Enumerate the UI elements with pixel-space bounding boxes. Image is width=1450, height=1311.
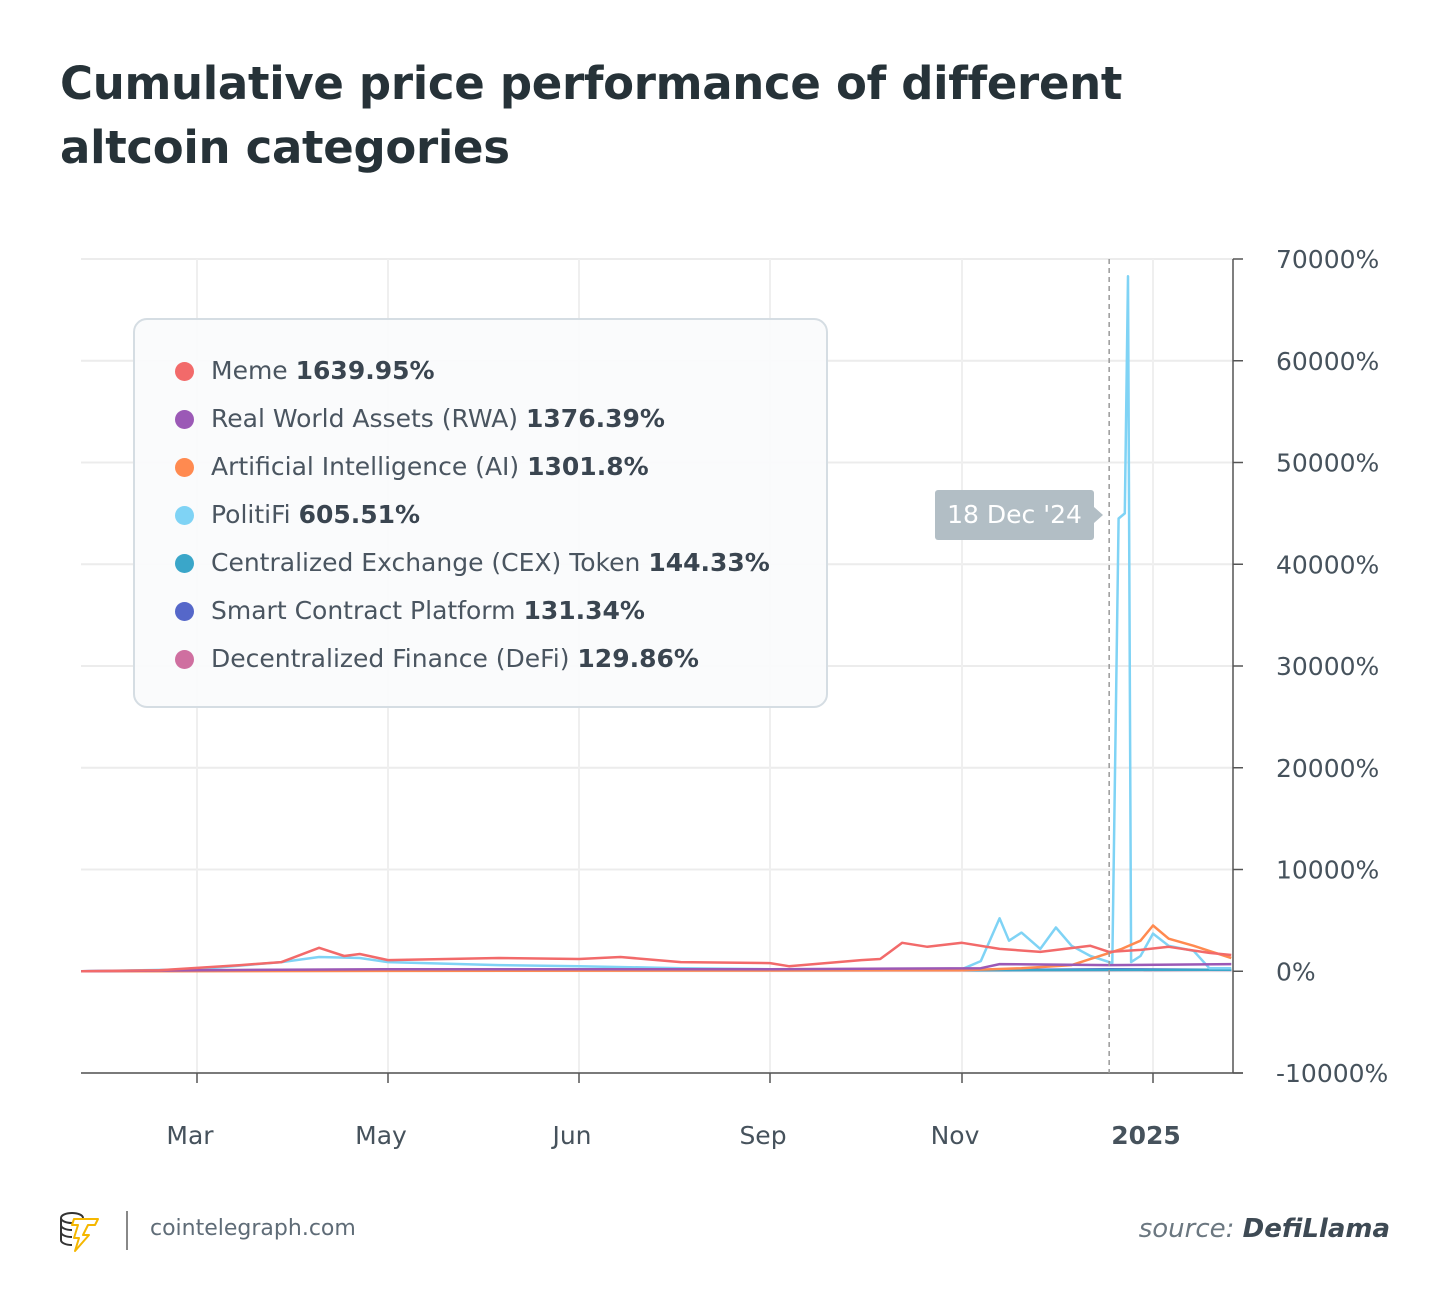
legend-label: Smart Contract Platform xyxy=(211,596,524,625)
legend-item[interactable]: Centralized Exchange (CEX) Token 144.33% xyxy=(175,548,770,577)
series-line-meme xyxy=(81,941,1232,973)
legend-value: 1301.8% xyxy=(527,452,649,481)
y-tick-label: 0% xyxy=(1276,957,1316,986)
legend-dot-icon xyxy=(175,650,194,669)
footer-site: cointelegraph.com xyxy=(150,1216,356,1241)
cointelegraph-logo xyxy=(60,1212,99,1252)
y-tick-label: 40000% xyxy=(1276,550,1379,579)
y-tick-label: 20000% xyxy=(1276,754,1379,783)
source-prefix: source: xyxy=(1138,1214,1235,1244)
x-tick-label: 2025 xyxy=(1111,1121,1181,1150)
series-line-artificial-intelligence-ai xyxy=(81,924,1232,973)
legend-dot-icon xyxy=(175,506,194,525)
legend-item[interactable]: Meme 1639.95% xyxy=(175,356,435,385)
legend-label: Meme xyxy=(211,356,296,385)
axes: 70000% 60000% 50000% 40000% 30000% 20000% 1000… xyxy=(81,245,1388,1150)
y-tick-label: 60000% xyxy=(1276,347,1379,376)
legend-item[interactable]: Artificial Intelligence (AI) 1301.8% xyxy=(175,452,649,481)
legend-value: 129.86% xyxy=(577,644,699,673)
y-tick-label: -10000% xyxy=(1276,1059,1388,1088)
footer-divider xyxy=(126,1211,128,1250)
tooltip-date: 18 Dec '24 xyxy=(935,490,1103,540)
legend-value: 1639.95% xyxy=(295,356,435,385)
legend-dot-icon xyxy=(175,602,194,621)
x-tick-label: Nov xyxy=(931,1121,980,1150)
series-lines xyxy=(81,275,1232,973)
legend-dot-icon xyxy=(175,458,194,477)
y-tick-label: 50000% xyxy=(1276,449,1379,478)
legend-value: 1376.39% xyxy=(526,404,665,433)
legend-label: Real World Assets (RWA) xyxy=(211,404,527,433)
source-credit: source: DefiLlama xyxy=(1139,1214,1390,1244)
legend-value: 605.51% xyxy=(298,500,421,529)
legend-dot-icon xyxy=(175,362,194,381)
legend-dot-icon xyxy=(175,410,194,429)
legend-label: Artificial Intelligence (AI) xyxy=(211,452,528,481)
series-line-politifi xyxy=(81,275,1232,973)
legend-item[interactable]: Smart Contract Platform 131.34% xyxy=(175,596,645,625)
x-tick-label: Sep xyxy=(739,1121,786,1150)
series-line-real-world-assets-rwa xyxy=(81,962,1232,973)
y-tick-label: 10000% xyxy=(1276,856,1379,885)
x-tick-label: May xyxy=(355,1121,407,1150)
legend-label: Centralized Exchange (CEX) Token xyxy=(211,548,649,577)
x-tick-label: Mar xyxy=(166,1121,214,1150)
legend-dot-icon xyxy=(175,554,194,573)
y-tick-label: 70000% xyxy=(1276,245,1379,274)
chart-title: Cumulative price performance of differen… xyxy=(60,57,1123,174)
legend-value: 144.33% xyxy=(648,548,770,577)
legend-label: Decentralized Finance (DeFi) xyxy=(211,644,578,673)
legend-item[interactable]: Decentralized Finance (DeFi) 129.86% xyxy=(175,644,699,673)
x-tick-label: Jun xyxy=(550,1121,591,1150)
y-tick-label: 30000% xyxy=(1276,652,1379,681)
legend: Meme 1639.95% Real World Assets (RWA) 137… xyxy=(133,318,828,708)
legend-value: 131.34% xyxy=(523,596,645,625)
legend-item[interactable]: PolitiFi 605.51% xyxy=(175,500,420,529)
source-name: DefiLlama xyxy=(1242,1214,1390,1244)
legend-item[interactable]: Real World Assets (RWA) 1376.39% xyxy=(175,404,665,433)
legend-label: PolitiFi xyxy=(211,500,299,529)
